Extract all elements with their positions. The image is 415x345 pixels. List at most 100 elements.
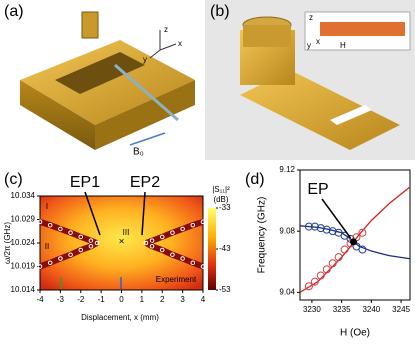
branch-point xyxy=(58,256,63,261)
panel-a: (a) z x y B₀ xyxy=(4,3,195,158)
x-tick-label: 0 xyxy=(119,295,124,304)
branch-point xyxy=(47,260,53,266)
branch-point xyxy=(190,222,196,228)
branch-point xyxy=(78,247,84,253)
rod xyxy=(114,63,179,122)
x-tick-label: -2 xyxy=(77,295,85,304)
axis-label: y xyxy=(143,55,147,64)
annotation: EP xyxy=(307,181,328,198)
branch-point xyxy=(170,230,175,235)
arrow xyxy=(84,191,101,236)
cup-wall xyxy=(243,25,291,47)
branch-point xyxy=(37,219,43,225)
branch-point xyxy=(88,238,94,243)
panel-label: (b) xyxy=(210,3,230,20)
x-tick-label: 1 xyxy=(140,295,145,304)
x-tick-label: 3245 xyxy=(392,305,410,314)
arrow xyxy=(321,198,352,239)
y-tick-label: 10.014 xyxy=(11,285,36,294)
branch-point xyxy=(149,238,155,243)
y-tick-label: 10.029 xyxy=(11,215,36,224)
annotation: I xyxy=(46,202,48,211)
panel-label: (d) xyxy=(245,171,265,188)
branch-point xyxy=(47,222,53,228)
branch-point xyxy=(200,219,206,225)
axis-label: z xyxy=(309,13,313,22)
x-tick-label: 3 xyxy=(180,295,185,304)
block-top xyxy=(20,40,195,125)
branch-point xyxy=(68,230,73,235)
ep-point xyxy=(350,238,358,246)
x-tick-label: -4 xyxy=(36,295,44,304)
field-arrow xyxy=(129,132,166,146)
data-point xyxy=(304,222,313,231)
axis-label: z xyxy=(164,25,168,34)
y-tick-label: 10.024 xyxy=(11,238,36,247)
branch-band xyxy=(39,218,99,246)
branch-band xyxy=(144,240,205,270)
branch-point xyxy=(149,243,155,249)
annotation: Experiment xyxy=(156,275,197,284)
colorbar xyxy=(208,208,216,290)
y-tick-label: 9.04 xyxy=(279,287,295,296)
y-tick-label: 10.034 xyxy=(11,191,36,200)
data-point xyxy=(310,222,319,231)
colorbar-title: |S₁₁|² xyxy=(212,185,230,194)
branch-point xyxy=(58,226,63,232)
x-tick-label: -1 xyxy=(98,295,106,304)
x-tick-label: 3240 xyxy=(362,305,380,314)
panel-b: (b) z x y H xyxy=(205,0,415,160)
axis-label: y xyxy=(307,41,311,50)
y-axis-label: ω/2π (GHz) xyxy=(3,222,12,264)
branch-point xyxy=(170,252,175,258)
x-axis-label: H (Oe) xyxy=(340,328,370,339)
x-tick-label: 3235 xyxy=(333,305,351,314)
data-point xyxy=(340,245,349,254)
x-tick-label: 2 xyxy=(160,295,165,304)
branch-band xyxy=(144,218,204,246)
panel-label: (a) xyxy=(4,3,24,20)
branch-point xyxy=(159,234,165,240)
x-tick-label: 3230 xyxy=(303,305,321,314)
plot-frame xyxy=(39,195,204,291)
colorbar-tick-label: -33 xyxy=(219,203,231,212)
x-tick-label: 4 xyxy=(201,295,206,304)
data-point xyxy=(328,227,337,236)
colorbar-tick-label: -53 xyxy=(219,285,231,294)
panel-label: (c) xyxy=(4,171,23,188)
axis-label: x xyxy=(178,39,182,48)
data-point xyxy=(358,228,367,237)
data-point xyxy=(322,225,331,234)
branch-point xyxy=(180,256,185,261)
arrow xyxy=(141,191,146,236)
data-point xyxy=(316,224,325,233)
y-tick-label: 9.12 xyxy=(279,165,295,174)
data-point xyxy=(358,245,367,254)
annotation: III xyxy=(123,228,130,237)
field-label: H xyxy=(340,41,346,50)
slot xyxy=(55,52,145,94)
branch-point xyxy=(78,234,84,240)
annotation: EP1 xyxy=(70,174,100,191)
spring xyxy=(81,11,99,39)
axis xyxy=(149,49,161,59)
annotation: EP2 xyxy=(130,174,160,191)
axis-label: x xyxy=(316,37,320,46)
data-point xyxy=(304,282,313,291)
heatmap-field xyxy=(40,196,203,290)
plate xyxy=(240,70,400,150)
data-point xyxy=(328,259,337,268)
branch-point xyxy=(94,240,100,246)
branch-point xyxy=(88,243,94,249)
branch-band xyxy=(38,240,99,270)
y-tick-label: 10.019 xyxy=(11,262,36,271)
branch-point xyxy=(190,260,196,266)
colorbar-tick-label: -43 xyxy=(219,244,231,253)
branch-point xyxy=(37,264,43,269)
data-point xyxy=(310,277,319,286)
marker-x: × xyxy=(119,237,125,248)
branch-point xyxy=(200,264,206,269)
data-point xyxy=(334,253,343,262)
y-axis-label: Frequency (GHz) xyxy=(257,197,268,274)
